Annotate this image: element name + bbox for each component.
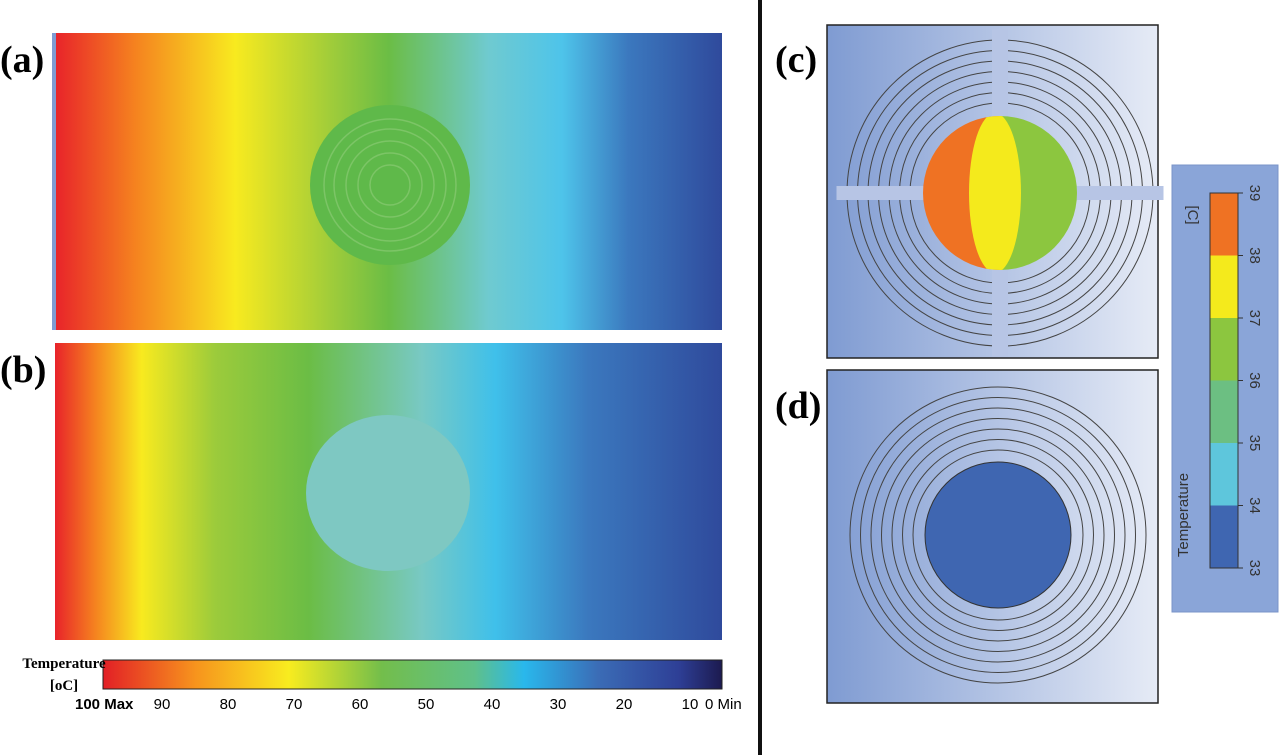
tick-label: 0 Min — [705, 696, 742, 713]
color-band — [1210, 255, 1238, 318]
ring — [357, 152, 423, 218]
colorbar — [102, 659, 723, 690]
tick-label: 37 — [1246, 310, 1263, 327]
rings-c — [836, 29, 1164, 357]
tick-label: 39 — [1246, 185, 1263, 202]
panel-label: (c) — [775, 39, 817, 81]
color-band — [1210, 380, 1238, 443]
color-band — [1210, 505, 1238, 568]
tick-label: 20 — [616, 696, 633, 713]
tick-label: 36 — [1246, 372, 1263, 389]
colorbar-title: Temperature — [22, 656, 106, 672]
colorbar-unit: [oC] — [50, 678, 78, 694]
tick-label: 33 — [1246, 560, 1263, 577]
ring — [323, 118, 457, 252]
color-band — [1210, 443, 1238, 506]
ring — [902, 439, 1094, 631]
edge — [52, 33, 56, 330]
tick-label: 90 — [154, 696, 171, 713]
panel-label: (a) — [0, 39, 44, 81]
tick-label: 70 — [286, 696, 303, 713]
colorbar-unit: [C] — [1184, 205, 1201, 224]
ring — [333, 128, 447, 242]
ring — [870, 407, 1126, 663]
ring — [912, 449, 1084, 621]
ring — [849, 386, 1147, 684]
tick-label: 35 — [1246, 435, 1263, 452]
color-band — [1210, 193, 1238, 256]
ring — [860, 397, 1136, 673]
tick-label: 34 — [1246, 497, 1263, 514]
colorbar-title: Temperature — [1175, 473, 1192, 557]
disk-b — [306, 415, 470, 571]
tick-label: 50 — [418, 696, 435, 713]
tick-label: 40 — [484, 696, 501, 713]
tick-label: 30 — [550, 696, 567, 713]
ring — [369, 164, 411, 206]
tick-label: 38 — [1246, 247, 1263, 264]
tick-label: 100 Max — [75, 696, 134, 713]
color-band — [1210, 318, 1238, 381]
tick-label: 10 — [682, 696, 699, 713]
disk-d — [924, 461, 1072, 609]
panel-label: (b) — [0, 349, 46, 391]
ring — [891, 428, 1105, 642]
ring — [881, 418, 1115, 652]
panel-label: (d) — [775, 385, 821, 427]
rings-a — [323, 118, 457, 252]
rings-d — [849, 386, 1147, 684]
tick-label: 80 — [220, 696, 237, 713]
tick-label: 60 — [352, 696, 369, 713]
ring — [345, 140, 435, 230]
